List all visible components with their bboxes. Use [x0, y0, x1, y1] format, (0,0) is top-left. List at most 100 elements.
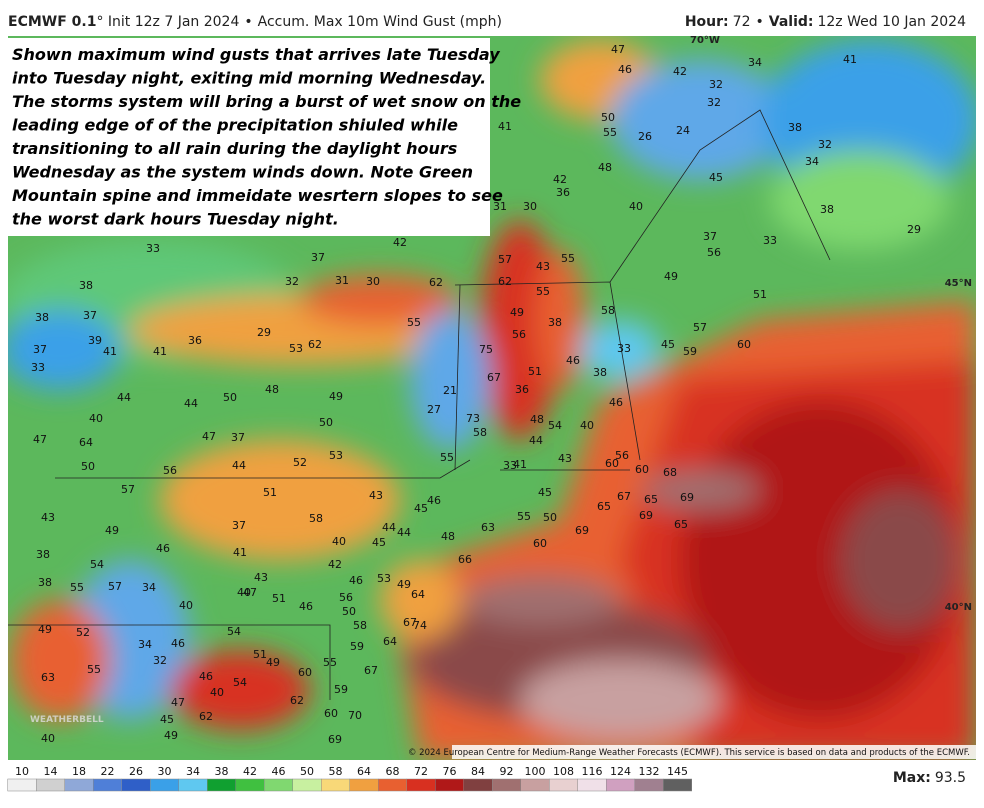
header-right: Hour: 72 • Valid: 12z Wed 10 Jan 2024 — [685, 14, 966, 30]
gust-value: 60 — [737, 338, 751, 351]
gust-value: 33 — [763, 234, 777, 247]
colorbar-swatch — [321, 778, 350, 792]
colorbar-tick-label: 18 — [72, 765, 86, 778]
colorbar-tick-label: 64 — [357, 765, 371, 778]
gust-value: 45 — [538, 486, 552, 499]
gust-value: 31 — [493, 200, 507, 213]
gust-value: 49 — [266, 656, 280, 669]
gust-value: 55 — [536, 285, 550, 298]
gust-value: 55 — [323, 656, 337, 669]
gust-value: 42 — [673, 65, 687, 78]
colorbar-swatch — [292, 778, 322, 792]
gust-value: 26 — [638, 130, 652, 143]
product: Accum. Max 10m Wind Gust (mph) — [258, 14, 502, 30]
gust-value: 60 — [635, 463, 649, 476]
gust-value: 36 — [188, 334, 202, 347]
gust-value: 47 — [202, 430, 216, 443]
header-left: ECMWF 0.1° Init 12z 7 Jan 2024 • Accum. Ma… — [8, 14, 502, 30]
gust-value: 38 — [79, 279, 93, 292]
colorbar-swatch — [121, 778, 151, 792]
gust-value: 30 — [523, 200, 537, 213]
gust-value: 57 — [108, 580, 122, 593]
colorbar-tick-label: 10 — [15, 765, 29, 778]
gust-value: 62 — [308, 338, 322, 351]
gust-value: 49 — [397, 578, 411, 591]
colorbar-swatch — [606, 778, 635, 792]
gust-value: 49 — [105, 524, 119, 537]
annotation-line: transitioning to all rain during the day… — [12, 139, 457, 158]
gust-value: 51 — [253, 648, 267, 661]
gust-value: 33 — [617, 342, 631, 355]
gust-value: 45 — [709, 171, 723, 184]
gust-value: 41 — [233, 546, 247, 559]
gust-value: 56 — [512, 328, 526, 341]
gust-value: 32 — [153, 654, 167, 667]
gust-value: 47 — [33, 433, 47, 446]
colorbar-tick-label: 42 — [243, 765, 257, 778]
gust-value: 32 — [285, 275, 299, 288]
colorbar-tick-label: 22 — [101, 765, 115, 778]
gust-value: 38 — [35, 311, 49, 324]
gust-value: 34 — [805, 155, 819, 168]
gust-value: 53 — [329, 449, 343, 462]
annotation-line: The storms system will bring a burst of … — [12, 92, 521, 111]
gust-value: 46 — [349, 574, 363, 587]
colorbar-tick-label: 34 — [186, 765, 200, 778]
gust-value: 46 — [199, 670, 213, 683]
gust-value: 38 — [38, 576, 52, 589]
annotation-box — [8, 38, 490, 236]
copyright-box — [452, 745, 976, 759]
gust-value: 55 — [517, 510, 531, 523]
gust-value: 69 — [575, 524, 589, 537]
colorbar-tick-label: 68 — [386, 765, 400, 778]
gust-value: 54 — [90, 558, 104, 571]
gust-value: 65 — [674, 518, 688, 531]
gust-value: 53 — [377, 572, 391, 585]
hour-label: Hour: — [685, 14, 729, 30]
gust-value: 60 — [298, 666, 312, 679]
colorbar-swatch — [349, 778, 379, 792]
gust-value: 46 — [427, 494, 441, 507]
gust-value: 55 — [603, 126, 617, 139]
gust-value: 69 — [328, 733, 342, 746]
colorbar-swatch — [64, 778, 94, 792]
colorbar-tick-label: 92 — [500, 765, 514, 778]
gust-value: 50 — [319, 416, 333, 429]
gust-value: 40 — [629, 200, 643, 213]
colorbar-swatch — [7, 778, 37, 792]
gust-value: 37 — [311, 251, 325, 264]
gust-value: 49 — [510, 306, 524, 319]
gust-value: 62 — [290, 694, 304, 707]
gust-value: 36 — [515, 383, 529, 396]
gust-value: 34 — [138, 638, 152, 651]
gust-value: 47 — [611, 43, 625, 56]
gust-value: 55 — [70, 581, 84, 594]
gust-value: 44 — [397, 526, 411, 539]
colorbar-swatch — [520, 778, 550, 792]
gust-value: 32 — [818, 138, 832, 151]
gust-value: 75 — [479, 343, 493, 356]
colorbar-swatch — [406, 778, 436, 792]
gust-value: 59 — [334, 683, 348, 696]
gust-value: 60 — [324, 707, 338, 720]
gust-value: 41 — [103, 345, 117, 358]
gust-value: 67 — [487, 371, 501, 384]
gust-value: 54 — [233, 676, 247, 689]
gust-value: 47 — [171, 696, 185, 709]
gust-value: 63 — [481, 521, 495, 534]
gust-value: 67 — [403, 616, 417, 629]
init: ° Init 12z 7 Jan 2024 — [96, 14, 239, 30]
annotation-line: into Tuesday night, exiting mid morning … — [12, 69, 486, 88]
gust-value: 58 — [309, 512, 323, 525]
gust-value: 50 — [543, 511, 557, 524]
gust-value: 50 — [342, 605, 356, 618]
colorbar-swatch — [93, 778, 122, 792]
gust-value: 41 — [513, 458, 527, 471]
hour: 72 — [733, 14, 751, 30]
gust-value: 42 — [393, 236, 407, 249]
gust-value: 44 — [382, 521, 396, 534]
lat-label: 45°N — [945, 278, 972, 289]
gust-value: 67 — [617, 490, 631, 503]
map-background — [8, 36, 976, 760]
gust-value: 47 — [243, 586, 257, 599]
